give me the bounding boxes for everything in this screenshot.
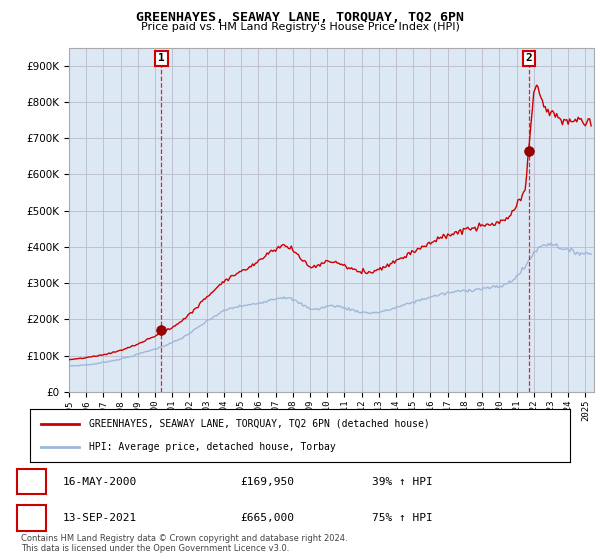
- Text: £665,000: £665,000: [240, 513, 294, 523]
- Text: 1: 1: [28, 477, 35, 487]
- Text: £169,950: £169,950: [240, 477, 294, 487]
- Text: Price paid vs. HM Land Registry's House Price Index (HPI): Price paid vs. HM Land Registry's House …: [140, 22, 460, 32]
- Text: Contains HM Land Registry data © Crown copyright and database right 2024.
This d: Contains HM Land Registry data © Crown c…: [21, 534, 347, 553]
- Text: 75% ↑ HPI: 75% ↑ HPI: [372, 513, 433, 523]
- Text: 13-SEP-2021: 13-SEP-2021: [63, 513, 137, 523]
- Text: GREENHAYES, SEAWAY LANE, TORQUAY, TQ2 6PN (detached house): GREENHAYES, SEAWAY LANE, TORQUAY, TQ2 6P…: [89, 419, 430, 429]
- Text: 1: 1: [158, 53, 165, 63]
- Text: 39% ↑ HPI: 39% ↑ HPI: [372, 477, 433, 487]
- Text: GREENHAYES, SEAWAY LANE, TORQUAY, TQ2 6PN: GREENHAYES, SEAWAY LANE, TORQUAY, TQ2 6P…: [136, 11, 464, 24]
- Text: 2: 2: [526, 53, 532, 63]
- Text: 2: 2: [28, 513, 35, 523]
- Text: 16-MAY-2000: 16-MAY-2000: [63, 477, 137, 487]
- Text: HPI: Average price, detached house, Torbay: HPI: Average price, detached house, Torb…: [89, 442, 336, 452]
